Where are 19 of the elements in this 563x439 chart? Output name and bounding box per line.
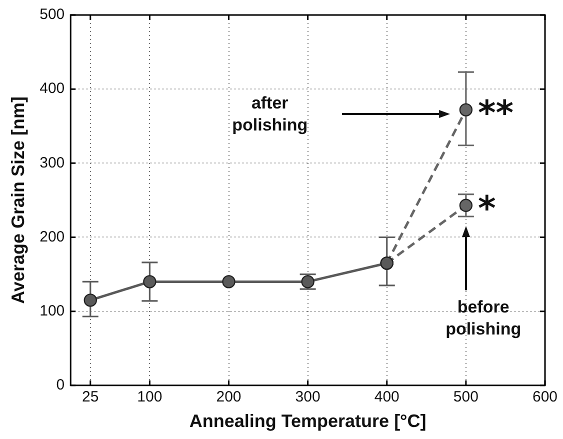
x-tick-label: 500 bbox=[453, 388, 478, 406]
y-tick-label: 300 bbox=[40, 154, 65, 172]
x-tick-label: 25 bbox=[82, 388, 99, 406]
annotation: * bbox=[478, 189, 496, 230]
annotation: ** bbox=[478, 94, 514, 134]
y-tick-label: 500 bbox=[40, 6, 65, 24]
x-tick-label: 100 bbox=[137, 388, 162, 406]
x-tick-label: 400 bbox=[374, 388, 400, 406]
y-tick-label: 400 bbox=[40, 80, 65, 98]
annotation: before polishing bbox=[446, 297, 522, 338]
y-axis-title: Average Grain Size [nm] bbox=[8, 96, 28, 304]
annotation: after polishing bbox=[232, 94, 308, 135]
x-tick-label: 600 bbox=[532, 388, 558, 406]
y-tick-label: 0 bbox=[56, 376, 65, 394]
x-tick-label: 300 bbox=[295, 388, 320, 406]
x-tick-label: 200 bbox=[216, 388, 242, 406]
y-tick-label: 200 bbox=[40, 228, 65, 246]
x-axis-title: Annealing Temperature [°C] bbox=[189, 411, 426, 432]
y-tick-label: 100 bbox=[40, 302, 65, 320]
